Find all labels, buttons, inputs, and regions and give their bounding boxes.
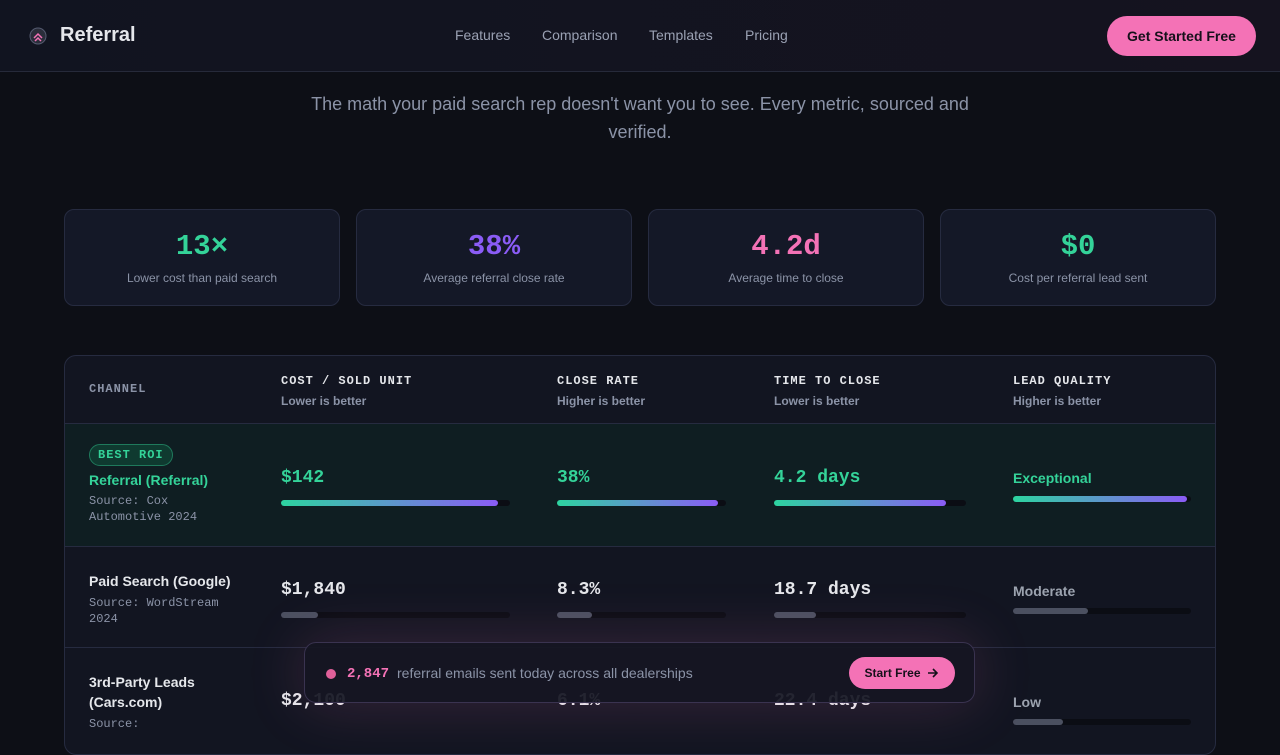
stat-card: 13× Lower cost than paid search — [64, 209, 340, 306]
header-title: COST / SOLD UNIT — [281, 374, 413, 388]
bar-track — [1013, 608, 1191, 614]
bar-track — [281, 612, 510, 618]
nav-link[interactable]: Pricing — [745, 27, 788, 43]
bar-track — [281, 500, 510, 506]
brand[interactable]: Referral — [60, 24, 136, 46]
column-header: TIME TO CLOSE Lower is better — [774, 374, 881, 408]
cell-value: 8.3% — [557, 580, 601, 600]
header-note: Lower is better — [281, 394, 367, 408]
stat-label: Lower cost than paid search — [126, 271, 278, 285]
bar-fill — [1013, 496, 1187, 502]
cell-value: 38% — [557, 468, 590, 488]
channel-name: Paid Search (Google) — [89, 573, 231, 589]
stat-value: $0 — [1060, 230, 1096, 263]
bar-fill — [281, 500, 498, 506]
stat-value: 38% — [467, 230, 521, 263]
channel-source: Source: Cox Automotive 2024 — [89, 494, 198, 524]
stat-value: 4.2d — [751, 230, 821, 263]
bar-fill — [774, 612, 816, 618]
bar-track — [557, 500, 726, 506]
header-title: CLOSE RATE — [557, 374, 640, 388]
subtitle: The math your paid search rep doesn't wa… — [311, 94, 969, 142]
stat-card: 4.2d Average time to close — [648, 209, 924, 306]
header-title: LEAD QUALITY — [1013, 374, 1112, 388]
channel-source: Source: — [89, 717, 140, 731]
table-row: Paid Search (Google) Source: WordStream … — [65, 546, 1215, 647]
start-button[interactable]: Start Free — [849, 657, 955, 689]
arrow-icon — [927, 668, 938, 678]
column-header: CHANNEL — [89, 382, 147, 396]
banner-text: referral emails sent today across all de… — [397, 665, 693, 681]
stat-card: $0 Cost per referral lead sent — [940, 209, 1216, 306]
bar-fill — [1013, 608, 1088, 614]
nav-link[interactable]: Comparison — [542, 27, 618, 43]
stat-label: Average referral close rate — [423, 271, 565, 285]
stat-card: 38% Average referral close rate — [356, 209, 632, 306]
channel-name: 3rd-Party Leads (Cars.com) — [89, 674, 195, 710]
status-dot — [326, 669, 336, 679]
stat-value: 13× — [175, 230, 229, 263]
bar-fill — [557, 500, 718, 506]
activity-banner: 2,847 referral emails sent today across … — [304, 642, 975, 703]
button-label: Start Free — [864, 666, 921, 680]
bar-track — [774, 500, 966, 506]
bar-fill — [557, 612, 592, 618]
column-header: LEAD QUALITY Higher is better — [1013, 374, 1111, 408]
cell-value: 4.2 days — [774, 468, 861, 488]
email-count: 2,847 — [347, 666, 390, 682]
header-title: TIME TO CLOSE — [774, 374, 881, 388]
header-note: Higher is better — [557, 394, 646, 408]
logo-icon — [29, 27, 47, 45]
column-header: COST / SOLD UNIT Lower is better — [281, 374, 412, 408]
header-note: Higher is better — [1013, 394, 1102, 408]
table-row: BEST ROI Referral (Referral) Source: Cox… — [65, 423, 1215, 546]
cell-value: Low — [1013, 694, 1041, 710]
cell-value: Exceptional — [1013, 470, 1092, 486]
nav-link[interactable]: Features — [455, 27, 511, 43]
cell-value: $142 — [281, 468, 325, 488]
bar-track — [1013, 496, 1191, 502]
nav-link[interactable]: Templates — [649, 27, 713, 43]
bar-fill — [774, 500, 946, 506]
cell-value: $1,840 — [281, 580, 346, 600]
nav-bar: Referral Features Comparison Templates P… — [0, 0, 1280, 72]
bar-track — [774, 612, 966, 618]
channel-source: Source: WordStream 2024 — [89, 596, 219, 626]
cta-button[interactable]: Get Started Free — [1107, 16, 1256, 56]
badge: BEST ROI — [89, 444, 173, 466]
channel-name: Referral (Referral) — [89, 472, 209, 488]
stat-label: Average time to close — [728, 271, 844, 285]
header-note: Lower is better — [774, 394, 860, 408]
bar-fill — [281, 612, 318, 618]
stat-label: Cost per referral lead sent — [1008, 271, 1148, 285]
comparison-table: CHANNEL COST / SOLD UNIT Lower is better … — [64, 355, 1216, 755]
cell-value: Moderate — [1013, 583, 1076, 599]
cell-value: 18.7 days — [774, 580, 872, 600]
column-header: CLOSE RATE Higher is better — [557, 374, 645, 408]
bar-track — [557, 612, 726, 618]
